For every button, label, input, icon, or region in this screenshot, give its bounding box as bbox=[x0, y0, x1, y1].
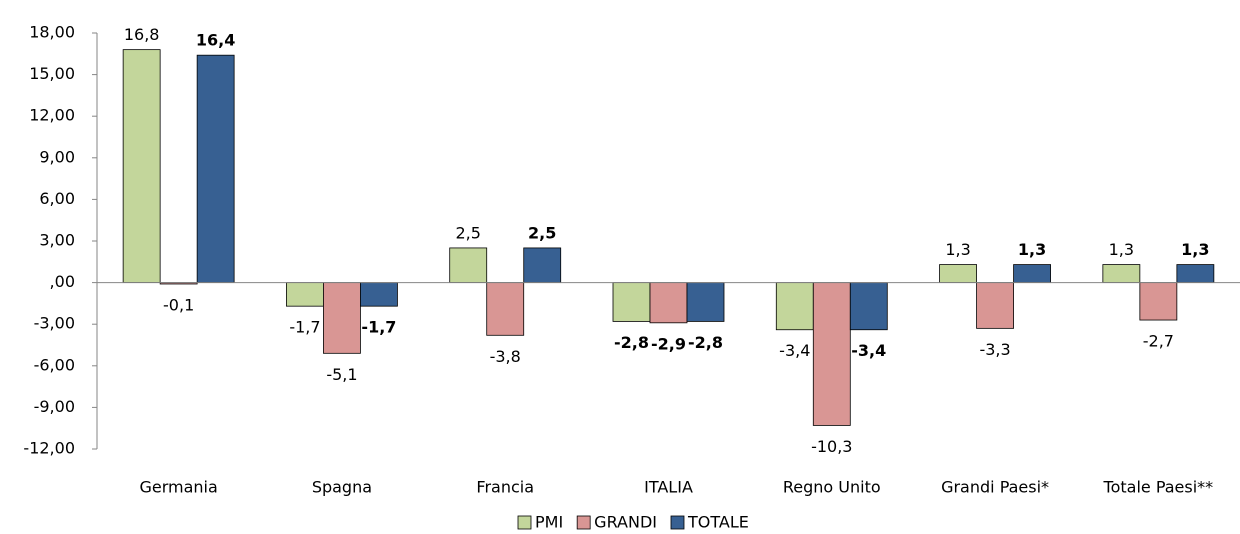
bar bbox=[812, 282, 851, 426]
y-tick-label: 6,00 bbox=[39, 189, 75, 208]
data-label: -3,3 bbox=[979, 340, 1010, 359]
data-label: 16,8 bbox=[124, 25, 160, 44]
bar bbox=[1139, 282, 1178, 321]
bar bbox=[122, 49, 161, 284]
x-tick-label: Grandi Paesi* bbox=[941, 478, 1049, 497]
bar bbox=[323, 282, 361, 354]
y-tick-label: 12,00 bbox=[29, 106, 75, 125]
data-label: -2,8 bbox=[688, 333, 723, 352]
x-tick-label: ITALIA bbox=[644, 478, 693, 497]
data-label: -3,4 bbox=[851, 341, 886, 360]
data-label: -3,8 bbox=[490, 347, 521, 366]
y-tick-label: 15,00 bbox=[29, 64, 75, 83]
data-label: -1,7 bbox=[361, 318, 396, 337]
bar bbox=[976, 282, 1014, 329]
bar bbox=[1176, 264, 1215, 284]
y-tick-label: -12,00 bbox=[23, 439, 75, 458]
data-label: 2,5 bbox=[528, 223, 556, 242]
data-label: -5,1 bbox=[326, 365, 357, 384]
y-tick-label: 3,00 bbox=[39, 231, 75, 250]
legend-swatch bbox=[576, 515, 591, 530]
data-label: -10,3 bbox=[811, 437, 852, 456]
bar bbox=[486, 282, 525, 336]
data-label: 2,5 bbox=[455, 223, 480, 242]
bar bbox=[775, 282, 814, 331]
data-label: 1,3 bbox=[1109, 240, 1134, 259]
x-tick-label: Regno Unito bbox=[783, 478, 881, 497]
bar bbox=[612, 282, 651, 322]
bar bbox=[360, 282, 398, 307]
y-tick-label: 9,00 bbox=[39, 147, 75, 166]
data-label: 1,3 bbox=[1181, 240, 1209, 259]
y-tick-label: ,00 bbox=[50, 272, 75, 291]
bar bbox=[939, 264, 977, 284]
bar bbox=[286, 282, 324, 307]
bar bbox=[686, 282, 725, 322]
data-label: -2,7 bbox=[1143, 332, 1174, 351]
bar bbox=[1102, 264, 1141, 284]
data-label: -2,8 bbox=[614, 333, 649, 352]
bar bbox=[649, 282, 688, 324]
data-label: 16,4 bbox=[196, 31, 235, 50]
data-label: -2,9 bbox=[651, 334, 686, 353]
bar bbox=[849, 282, 888, 331]
x-tick-label: Francia bbox=[476, 478, 534, 497]
bar bbox=[449, 247, 488, 284]
legend-label: PMI bbox=[535, 513, 563, 532]
y-tick-label: -6,00 bbox=[34, 355, 75, 374]
y-tick-label: -3,00 bbox=[34, 314, 75, 333]
legend-swatch bbox=[517, 515, 532, 530]
y-tick-label: 18,00 bbox=[29, 23, 75, 42]
legend-label: TOTALE bbox=[687, 513, 749, 532]
data-label: -0,1 bbox=[163, 295, 194, 314]
bar bbox=[1013, 264, 1051, 284]
legend-swatch bbox=[670, 515, 685, 530]
data-label: -1,7 bbox=[289, 318, 320, 337]
bar bbox=[196, 54, 235, 283]
x-tick-label: Germania bbox=[139, 478, 217, 497]
x-tick-label: Spagna bbox=[312, 478, 372, 497]
data-label: -3,4 bbox=[779, 341, 810, 360]
bar bbox=[523, 247, 562, 284]
x-tick-label: Totale Paesi** bbox=[1103, 478, 1214, 497]
legend-label: GRANDI bbox=[594, 513, 657, 532]
data-label: 1,3 bbox=[945, 240, 970, 259]
data-label: 1,3 bbox=[1018, 240, 1046, 259]
y-tick-label: -9,00 bbox=[34, 397, 75, 416]
